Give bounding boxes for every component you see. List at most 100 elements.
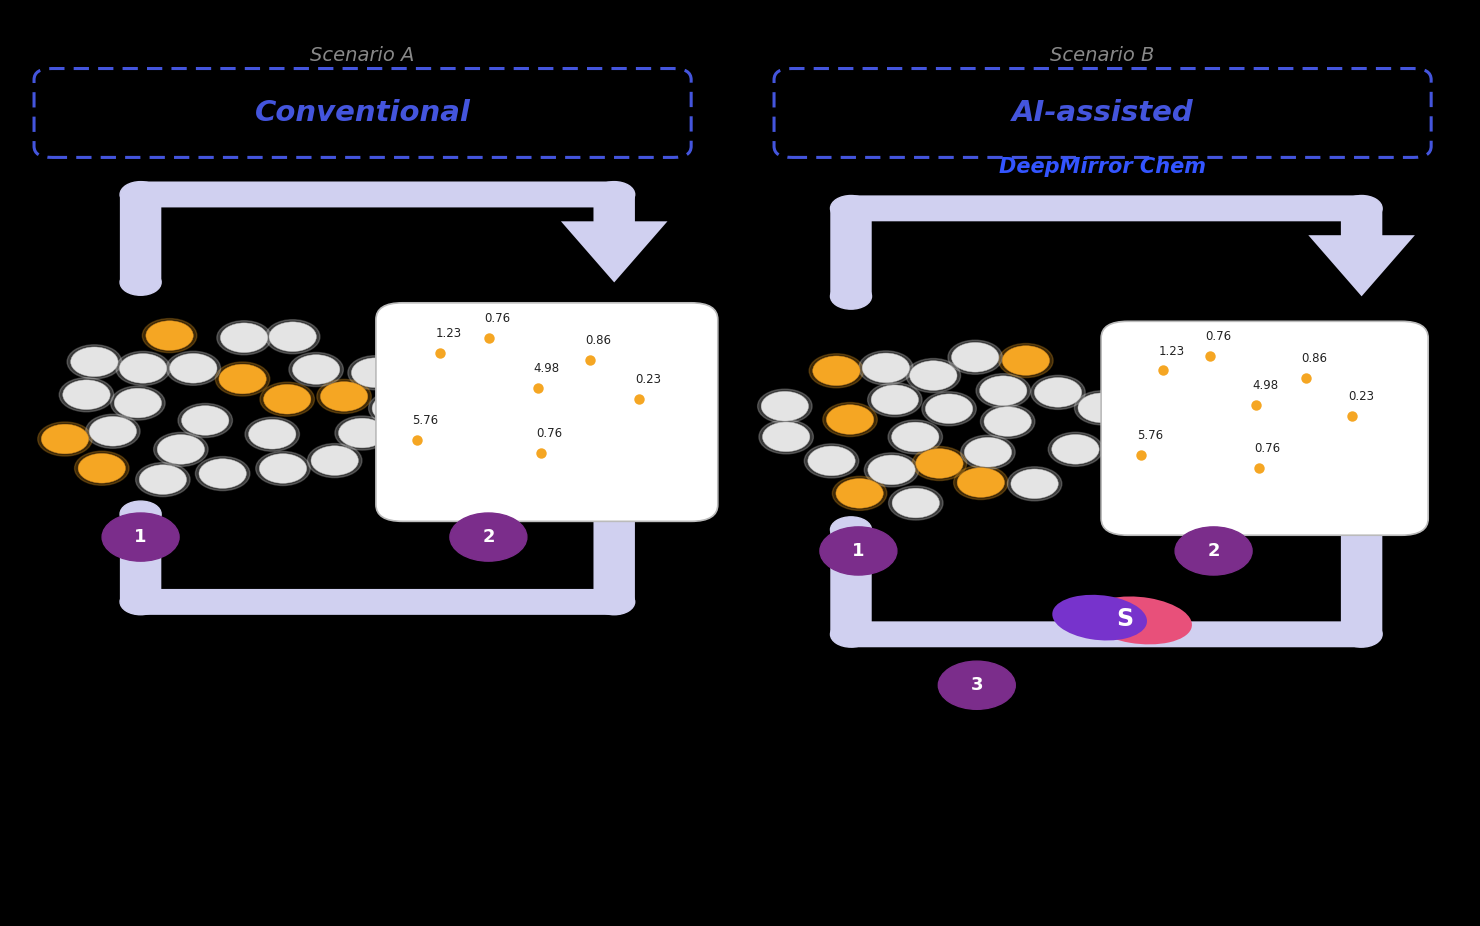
Circle shape	[289, 353, 343, 386]
Circle shape	[830, 283, 872, 309]
Circle shape	[142, 319, 197, 353]
Circle shape	[120, 269, 161, 295]
Text: AI-assisted: AI-assisted	[1012, 99, 1193, 127]
Circle shape	[215, 362, 269, 396]
Circle shape	[593, 181, 635, 207]
Circle shape	[938, 661, 1015, 709]
Circle shape	[758, 389, 813, 423]
Circle shape	[260, 382, 314, 417]
Text: 0.76: 0.76	[1206, 330, 1231, 343]
FancyBboxPatch shape	[851, 621, 1362, 647]
Circle shape	[178, 404, 232, 437]
Circle shape	[1011, 469, 1058, 498]
Circle shape	[139, 465, 186, 494]
Circle shape	[810, 354, 864, 388]
FancyBboxPatch shape	[376, 303, 718, 521]
Text: Scenario A: Scenario A	[311, 46, 414, 65]
Circle shape	[320, 382, 367, 411]
Circle shape	[41, 424, 89, 454]
Text: 0.76: 0.76	[1255, 442, 1280, 455]
Circle shape	[182, 406, 229, 435]
Circle shape	[256, 452, 311, 485]
Circle shape	[120, 354, 167, 383]
Circle shape	[836, 479, 884, 508]
Ellipse shape	[1088, 596, 1191, 644]
Circle shape	[147, 320, 194, 350]
Circle shape	[910, 361, 958, 391]
Text: Scenario B: Scenario B	[1051, 46, 1154, 65]
Circle shape	[74, 451, 129, 485]
Circle shape	[888, 419, 943, 454]
Circle shape	[102, 513, 179, 561]
Circle shape	[114, 388, 161, 418]
Text: 5.76: 5.76	[1137, 430, 1163, 443]
Circle shape	[820, 527, 897, 575]
Text: 0.76: 0.76	[537, 427, 562, 440]
Text: 0.86: 0.86	[1301, 352, 1328, 365]
Circle shape	[593, 501, 635, 527]
Circle shape	[71, 347, 118, 377]
Circle shape	[952, 343, 999, 372]
Circle shape	[762, 422, 810, 452]
Circle shape	[334, 416, 389, 450]
FancyBboxPatch shape	[830, 530, 872, 634]
Circle shape	[975, 374, 1030, 407]
Circle shape	[804, 444, 858, 478]
FancyBboxPatch shape	[593, 194, 635, 241]
Text: 1.23: 1.23	[1159, 344, 1185, 357]
Circle shape	[195, 457, 250, 491]
Circle shape	[1341, 195, 1382, 221]
Circle shape	[249, 419, 296, 449]
Circle shape	[246, 418, 299, 451]
Circle shape	[984, 407, 1032, 436]
Circle shape	[89, 417, 136, 446]
Circle shape	[120, 501, 161, 527]
Circle shape	[832, 476, 887, 510]
Circle shape	[906, 358, 961, 393]
Circle shape	[867, 382, 922, 417]
Circle shape	[1052, 434, 1100, 464]
Circle shape	[371, 394, 419, 423]
Circle shape	[761, 392, 808, 421]
Circle shape	[980, 376, 1027, 406]
Circle shape	[308, 444, 363, 478]
Text: DeepMirror Chem: DeepMirror Chem	[999, 156, 1206, 177]
Circle shape	[872, 385, 919, 415]
Circle shape	[78, 454, 126, 483]
Ellipse shape	[1052, 594, 1147, 641]
Circle shape	[999, 344, 1054, 378]
Circle shape	[348, 356, 403, 390]
Circle shape	[1002, 345, 1049, 375]
Circle shape	[892, 488, 940, 518]
Circle shape	[157, 434, 204, 464]
Circle shape	[166, 351, 221, 385]
Circle shape	[912, 446, 966, 481]
Circle shape	[259, 454, 306, 483]
Circle shape	[830, 195, 872, 221]
Circle shape	[120, 181, 161, 207]
Polygon shape	[561, 221, 667, 282]
Circle shape	[115, 351, 170, 385]
Text: 0.23: 0.23	[635, 373, 660, 386]
FancyBboxPatch shape	[120, 514, 161, 602]
Circle shape	[980, 405, 1035, 439]
Text: 4.98: 4.98	[534, 362, 559, 375]
Circle shape	[1030, 375, 1085, 409]
Circle shape	[136, 463, 189, 496]
Circle shape	[867, 455, 915, 484]
Circle shape	[154, 432, 209, 467]
Text: 3: 3	[971, 676, 983, 694]
Circle shape	[1008, 467, 1061, 501]
Circle shape	[1074, 391, 1129, 425]
Circle shape	[961, 435, 1015, 469]
Text: 0.76: 0.76	[485, 312, 511, 325]
Circle shape	[265, 319, 320, 354]
FancyBboxPatch shape	[851, 195, 1362, 221]
Circle shape	[965, 437, 1012, 467]
Circle shape	[293, 355, 340, 384]
Circle shape	[823, 403, 878, 436]
Circle shape	[111, 386, 166, 420]
Circle shape	[593, 589, 635, 615]
Text: Conventional: Conventional	[255, 99, 471, 127]
Circle shape	[120, 589, 161, 615]
